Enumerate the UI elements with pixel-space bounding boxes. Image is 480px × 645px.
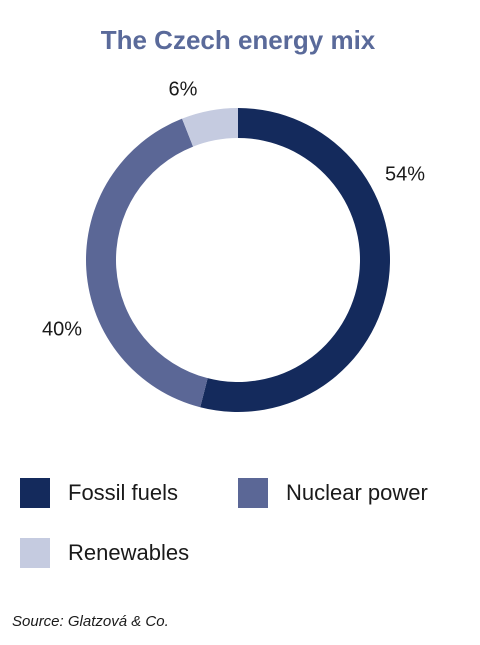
legend-label: Renewables: [68, 540, 189, 565]
legend-swatch: [20, 538, 50, 568]
donut-slice: [86, 118, 208, 408]
donut-slice: [200, 108, 390, 412]
legend-label: Fossil fuels: [68, 480, 178, 505]
chart-title: The Czech energy mix: [101, 25, 376, 55]
legend-swatch: [238, 478, 268, 508]
data-label: 54%: [385, 163, 425, 185]
source: Source: Glatzová & Co.: [12, 613, 169, 630]
donut-slice: [182, 108, 238, 147]
legend-swatch: [20, 478, 50, 508]
legend-label: Nuclear power: [286, 480, 428, 505]
data-label: 40%: [42, 318, 82, 340]
data-label: 6%: [169, 78, 198, 100]
